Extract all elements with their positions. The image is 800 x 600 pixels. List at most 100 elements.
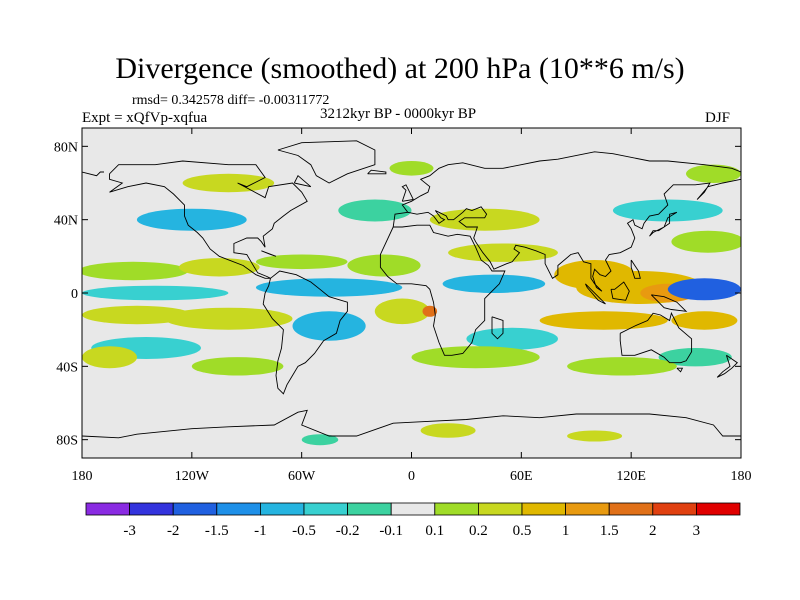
coastline-19 — [630, 259, 641, 279]
axes: 180 120W 60W 0 60E 120E 180 80N 40N 0 40S 80S — [54, 128, 752, 484]
field-patch-34 — [420, 423, 476, 438]
colorbar: -3 -2 -1.5 -1 -0.5 -0.2 -0.1 0.1 0.2 0.5 1 1.5 2 3 — [85, 502, 741, 539]
colorbar-box-5 — [303, 502, 348, 516]
coastline-1 — [262, 270, 348, 395]
field-patch-25 — [411, 346, 540, 369]
colorbar-box-7 — [390, 502, 436, 516]
field-patch-30 — [612, 199, 723, 222]
colorbar-label-13: 3 — [693, 523, 701, 539]
coastline-4 — [491, 316, 504, 340]
coastline-17 — [82, 409, 741, 439]
field-patch-29 — [429, 208, 540, 231]
colorbar-label-4: -0.5 — [292, 523, 316, 539]
field-patch-13 — [82, 305, 192, 325]
coastline-18 — [261, 250, 277, 257]
field-patch-28 — [338, 199, 412, 222]
y-tick-label-0: 80N — [54, 140, 78, 155]
colorbar-box-1 — [129, 502, 174, 516]
field-patch-1 — [179, 258, 260, 277]
x-tick-label-6: 180 — [731, 469, 752, 484]
field-patch-26 — [567, 357, 677, 376]
field-patch-33 — [686, 164, 741, 183]
coastline-3 — [379, 224, 506, 356]
colorbar-box-12 — [608, 502, 654, 516]
field-patch-23 — [82, 346, 137, 369]
coastline-2 — [277, 140, 376, 184]
field-patch-27 — [136, 208, 247, 231]
colorbar-label-11: 1.5 — [600, 523, 619, 539]
x-tick-label-4: 60E — [510, 469, 533, 484]
colorbar-box-9 — [477, 502, 523, 516]
coastline-12 — [610, 281, 630, 301]
colorbar-box-13 — [652, 502, 697, 516]
x-tick-label-2: 60W — [288, 469, 316, 484]
field-patch-35 — [567, 430, 623, 442]
field-patch-0 — [82, 261, 189, 281]
coastline-13 — [650, 294, 688, 312]
field-patch-31 — [182, 173, 275, 193]
colorbar-label-2: -1.5 — [205, 523, 229, 539]
field-patch-36 — [301, 434, 339, 446]
y-tick-label-1: 40N — [54, 214, 78, 229]
colorbar-label-0: -3 — [123, 523, 136, 539]
field-patch-32 — [389, 161, 434, 176]
colorbar-label-12: 2 — [649, 523, 657, 539]
field-patch-24 — [191, 357, 284, 376]
colorbar-label-1: -2 — [167, 523, 180, 539]
colorbar-box-11 — [565, 502, 610, 516]
coastlines — [82, 140, 741, 439]
colorbar-label-5: -0.2 — [336, 523, 360, 539]
coastline-7 — [407, 178, 741, 292]
x-tick-label-1: 120W — [175, 469, 210, 484]
x-tick-label-3: 0 — [408, 469, 415, 484]
field-patch-17 — [539, 311, 668, 330]
coastline-6 — [82, 171, 104, 177]
coastline-5 — [392, 151, 741, 228]
field-patch-15 — [374, 298, 430, 325]
y-tick-label-4: 80S — [56, 434, 78, 449]
rmsd-label: rmsd= 0.342578 diff= -0.00311772 — [132, 93, 330, 108]
field-patch-3 — [347, 254, 421, 277]
period-label: 3212kyr BP - 0000kyr BP — [320, 106, 477, 122]
chart-title: Divergence (smoothed) at 200 hPa (10**6 … — [115, 52, 685, 85]
colorbar-label-3: -1 — [254, 523, 267, 539]
coastline-11 — [584, 283, 606, 305]
field-patch-9 — [82, 285, 229, 301]
colorbar-box-0 — [85, 502, 130, 516]
field-patch-8 — [671, 230, 741, 253]
field-patch-16 — [422, 305, 438, 317]
coastline-14 — [619, 311, 693, 364]
colorbar-label-10: 1 — [562, 523, 570, 539]
colorbar-box-14 — [696, 502, 741, 516]
colorbar-box-3 — [216, 502, 261, 516]
field-patch-22 — [658, 348, 732, 367]
coastline-20 — [293, 174, 312, 188]
colorbar-box-6 — [347, 502, 392, 516]
field-patch-2 — [255, 254, 348, 270]
coastline-9 — [367, 169, 387, 175]
colorbar-label-9: 0.5 — [513, 523, 532, 539]
field-patch-18 — [671, 311, 738, 330]
y-tick-label-2: 0 — [71, 287, 78, 302]
y-tick-label-3: 40S — [56, 360, 78, 375]
field-patch-21 — [466, 327, 558, 350]
coastline-15 — [676, 367, 684, 373]
field-patch-10 — [255, 278, 403, 297]
colorbar-box-2 — [172, 502, 218, 516]
x-tick-label-5: 120E — [616, 469, 646, 484]
field-patch-12 — [667, 278, 741, 301]
colorbar-box-4 — [259, 502, 305, 516]
colorbar-label-8: 0.2 — [469, 523, 488, 539]
coastline-0 — [109, 160, 308, 279]
colorbar-label-6: -0.1 — [379, 523, 403, 539]
coastline-16 — [716, 354, 739, 378]
experiment-label: Expt = xQfVp-xqfua — [82, 110, 208, 126]
x-tick-label-0: 180 — [72, 469, 93, 484]
colorbar-box-10 — [521, 502, 566, 516]
coastline-8 — [401, 184, 414, 202]
colorbar-box-8 — [434, 502, 479, 516]
season-label: DJF — [705, 110, 731, 126]
divergence-field — [82, 161, 741, 446]
coastline-10 — [649, 211, 678, 237]
